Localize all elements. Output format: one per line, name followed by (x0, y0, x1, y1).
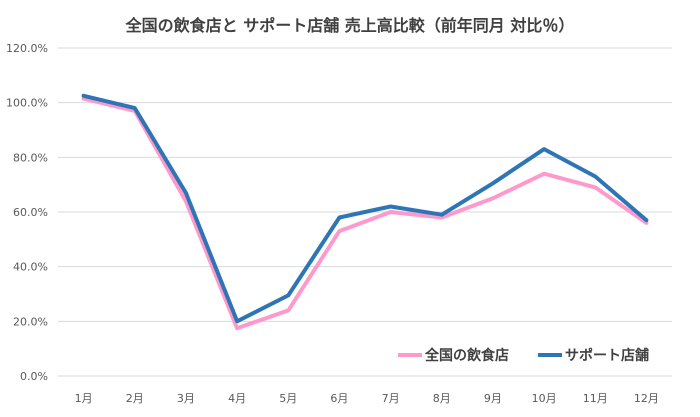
legend: 全国の飲食店 サポート店舗 (398, 347, 649, 364)
legend-label-1: サポート店舗 (565, 347, 649, 364)
x-tick-label: 2月 (126, 392, 144, 405)
x-tick-label: 8月 (433, 392, 451, 405)
y-tick-label: 120.0% (6, 42, 48, 55)
y-tick-label: 40.0% (13, 261, 48, 274)
y-axis-ticks: 0.0% 20.0% 40.0% 60.0% 80.0% 100.0% 120.0% (6, 42, 48, 383)
x-tick-label: 6月 (330, 392, 348, 405)
y-tick-label: 80.0% (13, 151, 48, 164)
x-tick-label: 11月 (583, 392, 608, 405)
y-tick-label: 60.0% (13, 206, 48, 219)
x-tick-label: 1月 (75, 392, 93, 405)
y-tick-label: 20.0% (13, 315, 48, 328)
y-tick-label: 100.0% (6, 97, 48, 110)
chart-title: 全国の飲食店と サポート店舗 売上高比較（前年同月 対比％） (125, 16, 575, 35)
x-tick-label: 10月 (532, 392, 557, 405)
y-tick-label: 0.0% (20, 370, 48, 383)
x-tick-label: 9月 (484, 392, 502, 405)
x-tick-label: 7月 (382, 392, 400, 405)
series-line-1 (84, 96, 647, 321)
x-tick-label: 12月 (634, 392, 659, 405)
x-tick-label: 3月 (177, 392, 195, 405)
x-tick-label: 4月 (228, 392, 246, 405)
legend-label-0: 全国の飲食店 (424, 347, 509, 364)
x-tick-label: 5月 (279, 392, 297, 405)
x-axis-ticks: 1月 2月 3月 4月 5月 6月 7月 8月 9月 10月 11月 12月 (75, 392, 659, 405)
